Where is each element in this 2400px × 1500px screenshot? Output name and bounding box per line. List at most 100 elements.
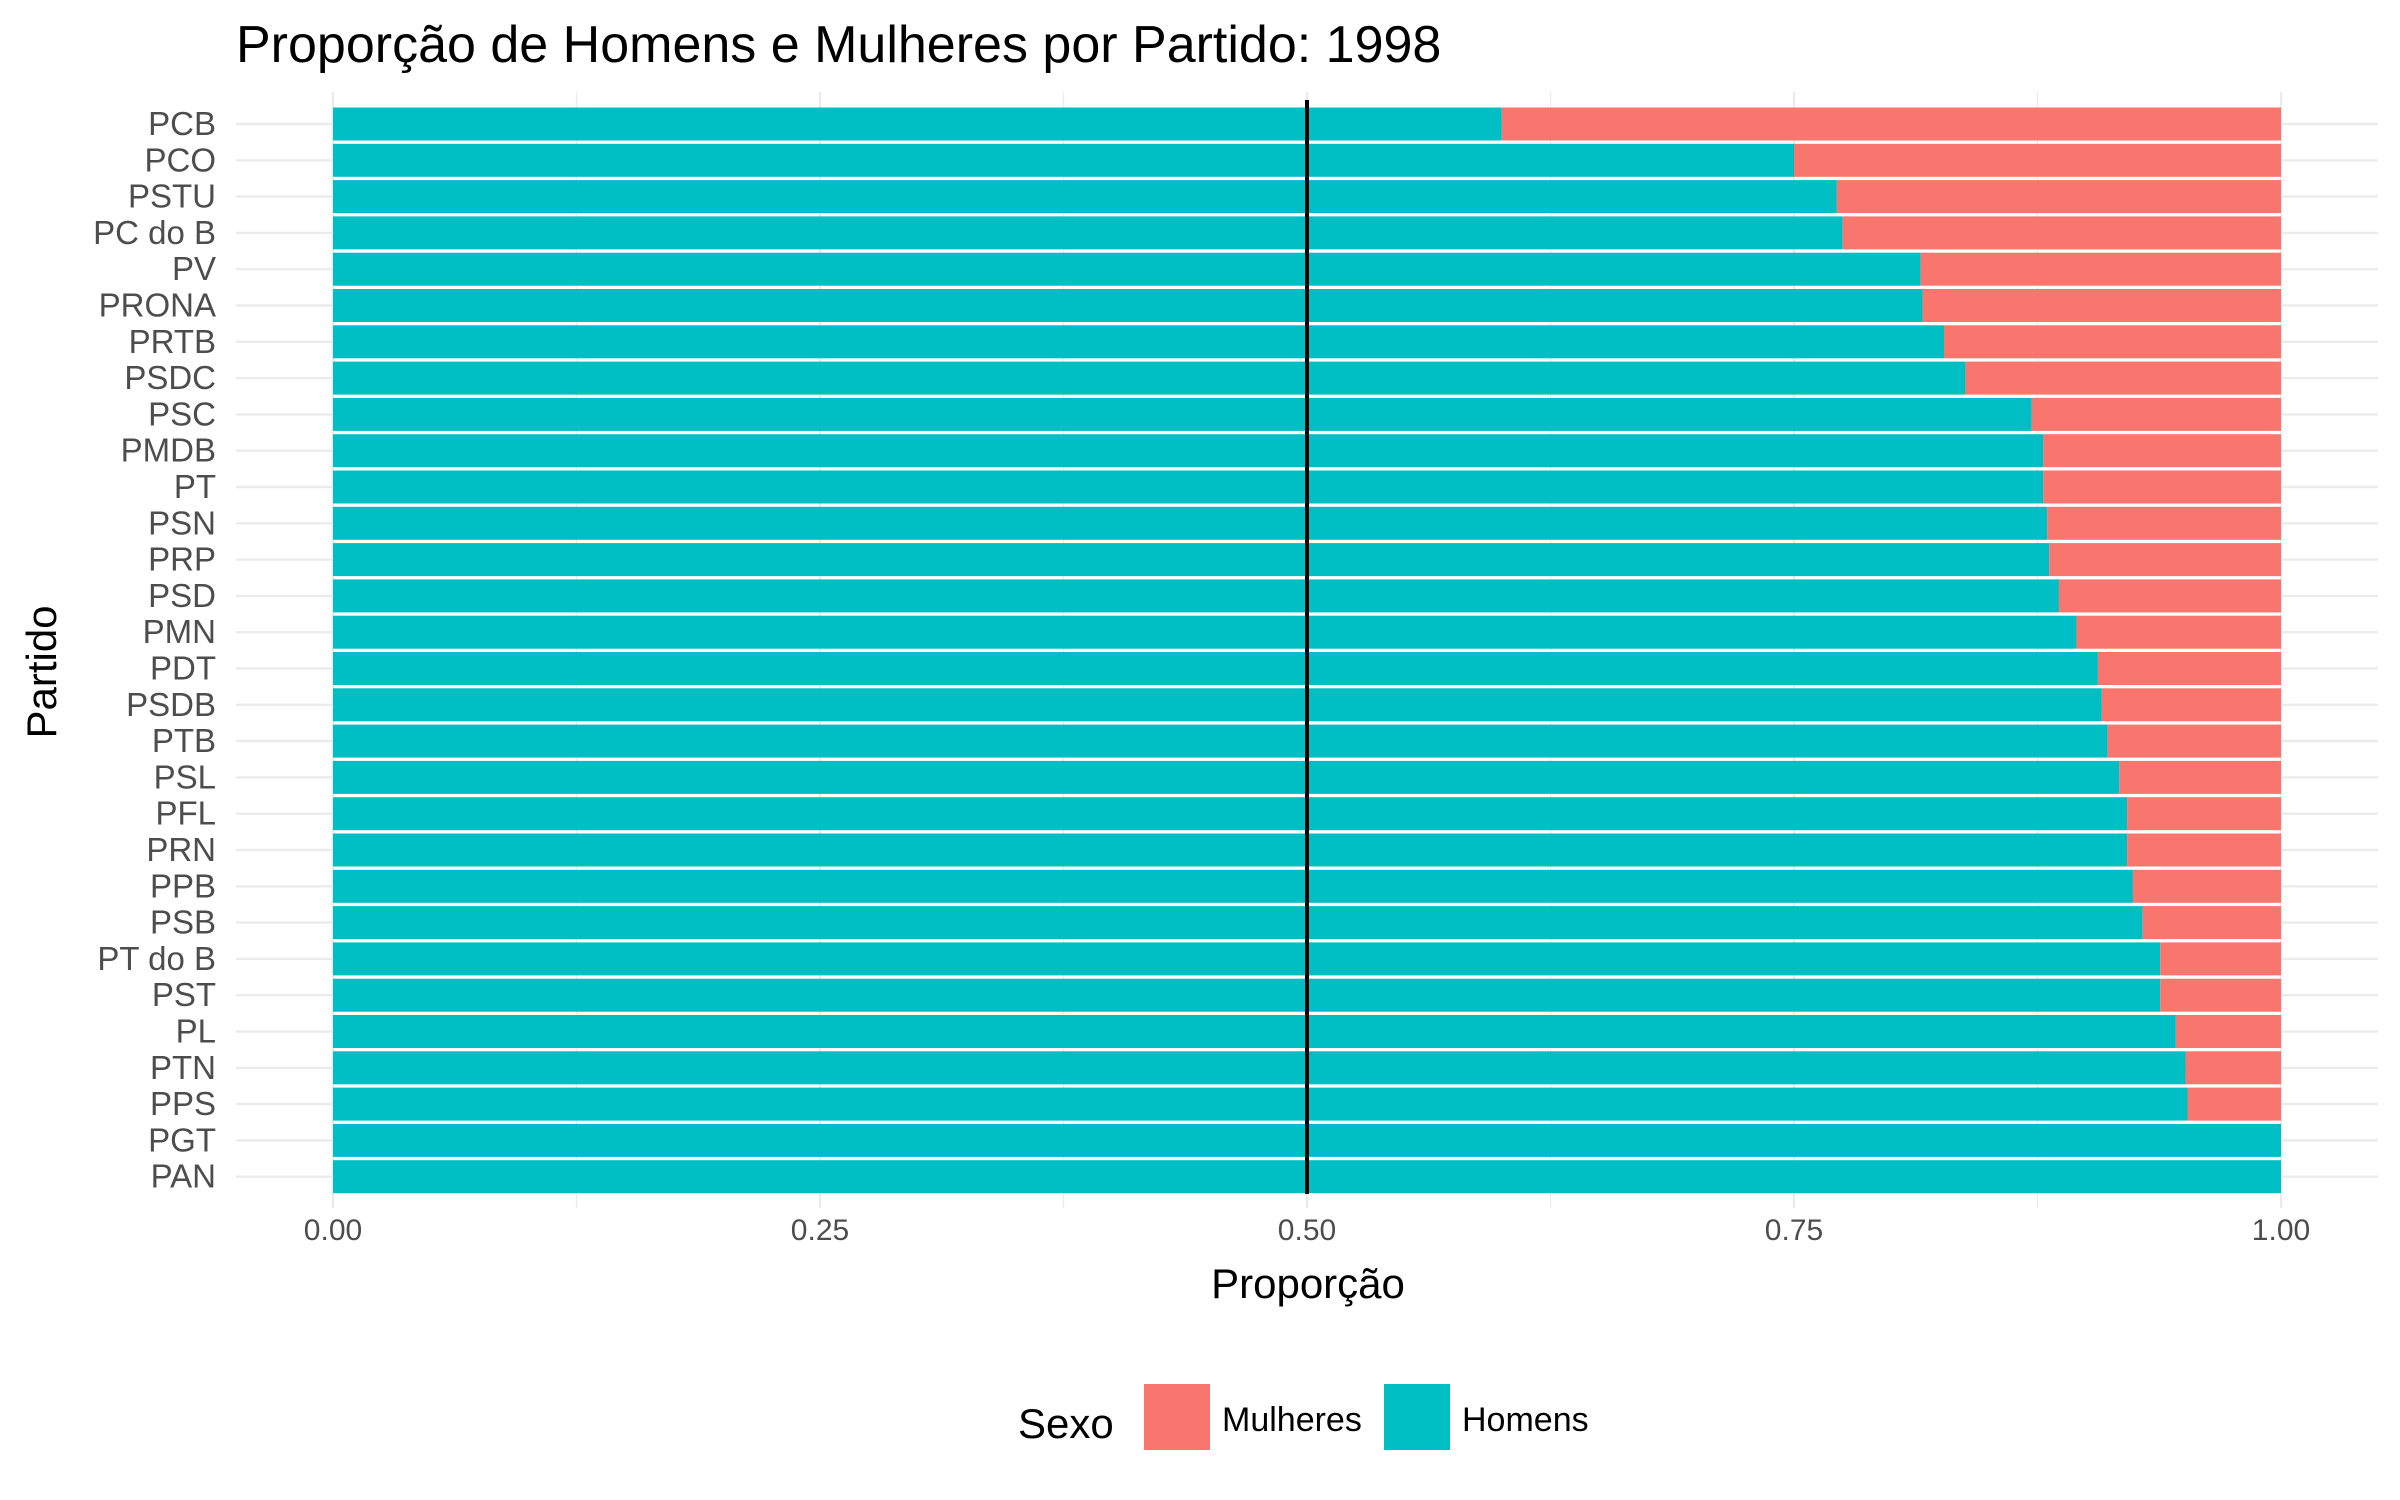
y-tick-label: PSTU	[128, 178, 216, 215]
bar-homens	[333, 688, 2102, 722]
bar-homens	[333, 978, 2161, 1012]
bar-homens	[333, 1087, 2188, 1121]
y-tick-label: PRN	[146, 831, 216, 868]
bar-homens	[333, 506, 2048, 540]
bar-mulheres	[1943, 325, 2281, 359]
bar-homens	[333, 579, 2059, 613]
bar-mulheres	[2160, 978, 2281, 1012]
y-tick-label: PPS	[150, 1085, 216, 1122]
bar-homens	[333, 1051, 2186, 1085]
y-tick-label: PST	[152, 976, 216, 1013]
bar-homens	[333, 143, 1794, 177]
bar-homens	[333, 833, 2128, 867]
bar-mulheres	[2160, 942, 2281, 976]
y-tick-label: PSB	[150, 904, 216, 941]
y-tick-label: PPB	[150, 867, 216, 904]
bar-homens	[333, 252, 1921, 286]
y-tick-label: PCO	[144, 141, 216, 178]
bar-mulheres	[2076, 615, 2281, 649]
y-tick-label: PT do B	[97, 940, 216, 977]
y-axis-title: Partido	[18, 605, 65, 738]
bar-mulheres	[2132, 869, 2281, 903]
y-tick-label: PRTB	[129, 323, 216, 360]
y-tick-label: PL	[176, 1013, 216, 1050]
bar-mulheres	[1842, 216, 2281, 250]
legend: Sexo Mulheres Homens	[1018, 1384, 1589, 1450]
bar-mulheres	[2101, 688, 2281, 722]
bar-homens	[333, 869, 2133, 903]
bar-homens	[333, 470, 2044, 504]
bar-mulheres	[2127, 797, 2281, 831]
y-tick-label: PMDB	[121, 432, 216, 469]
y-tick-label: PSC	[148, 395, 216, 432]
bar-mulheres	[1794, 143, 2281, 177]
bar-mulheres	[2187, 1087, 2281, 1121]
y-tick-label: PV	[172, 250, 216, 287]
x-axis-title: Proporção	[1211, 1260, 1405, 1307]
bar-mulheres	[2107, 724, 2281, 758]
y-tick-label: PDT	[150, 650, 216, 687]
bar-homens	[333, 216, 1843, 250]
x-axis-tick-labels: 0.00 0.25 0.50 0.75 1.00	[304, 1214, 2310, 1247]
bar-homens	[333, 107, 1502, 141]
y-tick-label: PSDB	[126, 686, 216, 723]
y-tick-label: PRONA	[99, 287, 216, 324]
bar-homens	[333, 1015, 2176, 1048]
y-tick-label: PFL	[155, 795, 216, 832]
bar-homens	[333, 434, 2044, 468]
bar-homens	[333, 361, 1966, 395]
y-tick-label: PRP	[148, 541, 216, 578]
legend-key-homens	[1384, 1384, 1450, 1450]
bar-mulheres	[1965, 361, 2281, 395]
bar-mulheres	[2142, 906, 2281, 940]
x-tick-label: 0.00	[304, 1214, 362, 1247]
bar-mulheres	[1920, 252, 2281, 286]
bar-mulheres	[2049, 543, 2281, 577]
bar-mulheres	[2119, 760, 2281, 794]
bar-mulheres	[2031, 397, 2281, 431]
x-tick-label: 1.00	[2252, 1214, 2310, 1247]
legend-title: Sexo	[1018, 1400, 1114, 1447]
bar-mulheres	[2043, 470, 2281, 504]
bar-mulheres	[2175, 1015, 2281, 1048]
y-tick-label: PMN	[143, 613, 216, 650]
legend-key-mulheres	[1144, 1384, 1210, 1450]
bar-mulheres	[2097, 652, 2281, 685]
y-tick-label: PSDC	[124, 359, 216, 396]
y-tick-label: PC do B	[93, 214, 216, 251]
bar-homens	[333, 325, 1944, 359]
bar-mulheres	[2127, 833, 2281, 867]
bar-homens	[333, 652, 2098, 685]
bar-homens	[333, 760, 2120, 794]
bars	[333, 107, 2281, 1194]
bar-homens	[333, 180, 1837, 214]
y-tick-label: PT	[174, 468, 216, 505]
x-tick-label: 0.50	[1278, 1214, 1336, 1247]
y-tick-label: PGT	[148, 1121, 216, 1158]
bar-mulheres	[1501, 107, 2281, 141]
chart-title: Proporção de Homens e Mulheres por Parti…	[236, 16, 1441, 74]
legend-label-homens: Homens	[1462, 1401, 1589, 1439]
x-tick-label: 0.25	[791, 1214, 849, 1247]
y-tick-label: PTB	[152, 722, 216, 759]
bar-mulheres	[2047, 506, 2281, 540]
y-tick-label: PCB	[148, 105, 216, 142]
y-tick-label: PTN	[150, 1049, 216, 1086]
bar-homens	[333, 615, 2077, 649]
bar-homens	[333, 543, 2050, 577]
y-tick-label: PSN	[148, 504, 216, 541]
bar-homens	[333, 797, 2128, 831]
bar-mulheres	[2058, 579, 2281, 613]
bar-homens	[333, 397, 2032, 431]
bar-homens	[333, 942, 2161, 976]
bar-mulheres	[1922, 289, 2281, 322]
legend-label-mulheres: Mulheres	[1222, 1401, 1362, 1439]
y-tick-label: PSD	[148, 577, 216, 614]
x-tick-label: 0.75	[1765, 1214, 1823, 1247]
bar-mulheres	[2043, 434, 2281, 468]
bar-homens	[333, 724, 2108, 758]
y-tick-label: PAN	[151, 1158, 216, 1195]
bar-homens	[333, 289, 1923, 322]
